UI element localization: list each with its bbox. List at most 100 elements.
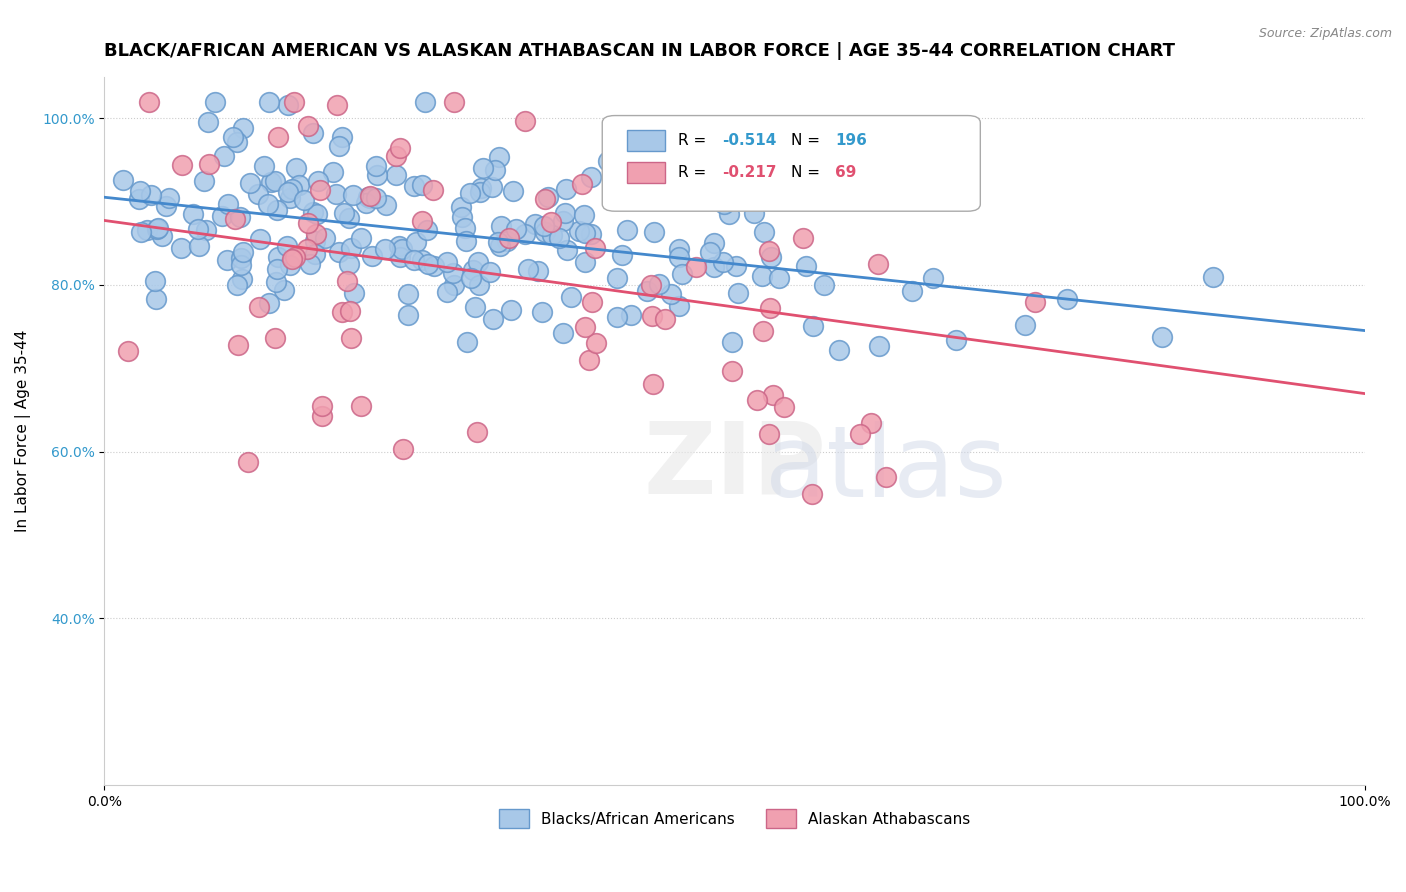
Point [283,95,305,109]
Point [758,301,780,316]
Point [721,334,744,349]
Point [484,162,506,177]
Point [226,338,249,352]
Point [359,189,381,203]
Text: atlas: atlas [765,421,1007,518]
Point [441,265,464,279]
Point [170,241,193,255]
Point [554,206,576,220]
Point [460,271,482,285]
Point [762,388,785,402]
Point [470,180,492,194]
Point [1056,292,1078,306]
Point [197,115,219,129]
Point [560,290,582,304]
Point [402,253,425,268]
Point [138,95,160,109]
Point [530,305,553,319]
Point [468,185,491,199]
Point [616,223,638,237]
Point [405,235,427,249]
Point [806,150,828,164]
Point [325,186,347,201]
Point [337,257,360,271]
Text: N =: N = [792,133,825,148]
Point [297,242,319,256]
Point [267,250,290,264]
Point [385,149,408,163]
Point [517,262,540,277]
Point [155,199,177,213]
Point [257,196,280,211]
Point [273,283,295,297]
Point [583,241,606,255]
Point [727,285,749,300]
Point [481,179,503,194]
Point [718,207,741,221]
Point [247,300,270,314]
Point [759,250,782,264]
Point [606,271,628,285]
Point [253,159,276,173]
Point [330,129,353,144]
Point [578,352,600,367]
Point [654,311,676,326]
Point [146,221,169,235]
Point [505,222,527,236]
Point [711,254,734,268]
Point [454,221,477,235]
Point [699,244,721,259]
Point [423,259,446,273]
Point [553,214,575,228]
Point [385,169,408,183]
Point [304,246,326,260]
Point [668,250,690,264]
Point [464,301,486,315]
Point [146,222,169,236]
Point [392,442,415,456]
Point [1024,295,1046,310]
Point [671,268,693,282]
Point [640,277,662,292]
Point [249,232,271,246]
Point [620,308,643,322]
Point [311,409,333,423]
Point [1202,269,1225,284]
Point [129,184,152,198]
Point [762,148,785,162]
Legend: Blacks/African Americans, Alaskan Athabascans: Blacks/African Americans, Alaskan Athaba… [492,804,977,834]
Point [328,245,350,260]
Point [284,250,307,264]
Point [479,265,502,279]
Point [610,248,633,262]
Point [222,130,245,145]
Point [266,261,288,276]
Point [239,176,262,190]
Point [647,277,669,292]
Point [193,174,215,188]
Point [396,308,419,322]
Text: Source: ZipAtlas.com: Source: ZipAtlas.com [1258,27,1392,40]
Text: BLACK/AFRICAN AMERICAN VS ALASKAN ATHABASCAN IN LABOR FORCE | AGE 35-44 CORRELAT: BLACK/AFRICAN AMERICAN VS ALASKAN ATHABA… [104,42,1175,60]
Point [499,302,522,317]
Point [307,207,329,221]
Text: R =: R = [678,133,711,148]
Point [302,204,325,219]
Point [411,213,433,227]
Point [541,227,564,242]
Point [388,250,411,264]
Point [357,190,380,204]
Point [307,174,329,188]
Point [574,254,596,268]
Point [945,333,967,347]
Point [388,239,411,253]
Point [482,311,505,326]
Point [443,95,465,109]
Point [606,310,628,324]
Point [752,324,775,338]
Point [232,120,254,135]
Point [668,242,690,256]
Point [304,234,326,248]
Point [733,173,755,187]
Point [458,186,481,201]
